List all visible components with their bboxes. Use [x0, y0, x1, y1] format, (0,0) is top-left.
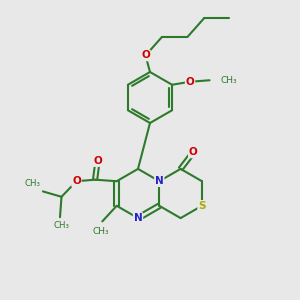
Text: O: O	[141, 50, 150, 61]
Text: CH₃: CH₃	[92, 227, 109, 236]
Text: CH₃: CH₃	[220, 76, 237, 85]
Text: N: N	[155, 176, 164, 186]
Text: O: O	[186, 77, 194, 87]
Text: S: S	[198, 201, 206, 211]
Text: N: N	[134, 213, 142, 223]
Text: O: O	[189, 147, 198, 158]
Text: O: O	[72, 176, 81, 186]
Text: CH₃: CH₃	[53, 221, 70, 230]
Text: CH₃: CH₃	[25, 179, 40, 188]
Text: O: O	[93, 156, 102, 166]
